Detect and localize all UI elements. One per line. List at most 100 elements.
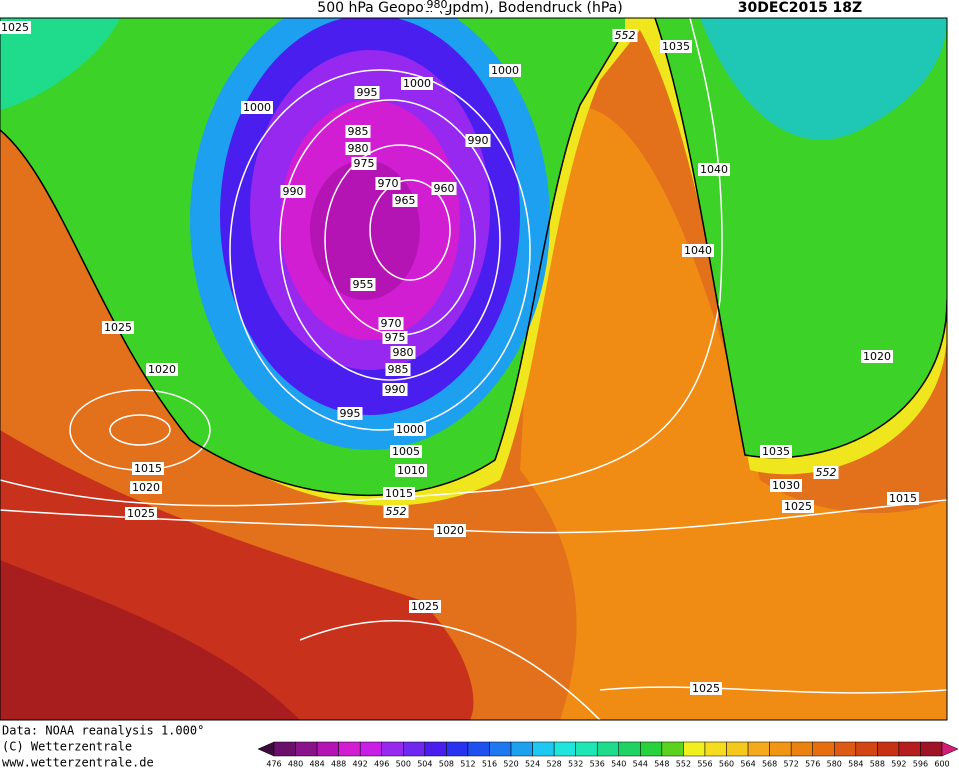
- isobar-label: 1025: [127, 507, 155, 520]
- colorbar-box: [359, 741, 382, 757]
- isobar-label: 1020: [863, 350, 891, 363]
- teal-region-west: [0, 18, 120, 110]
- isobar-label: 1020: [436, 524, 464, 537]
- isobar-label-box: [395, 464, 427, 477]
- footer-url: www.wetterzentrale.de: [2, 756, 154, 770]
- isobar-label-box: [401, 77, 433, 90]
- isobar-label-box: [434, 524, 466, 537]
- isobar-label-box: [351, 157, 377, 170]
- isobar-label: 1010: [397, 464, 425, 477]
- isobar-label: 1040: [684, 244, 712, 257]
- map-frame: [0, 17, 948, 721]
- isobar-label-box: [770, 479, 802, 492]
- isobar-label: 552: [386, 505, 407, 518]
- isobar-label-box: [465, 134, 491, 147]
- colorbar-box: [898, 741, 921, 757]
- isobar-label-box: [682, 244, 714, 257]
- colorbar-label: 492: [353, 760, 368, 769]
- isobar-label: 1000: [491, 64, 519, 77]
- isobar-label: 995: [357, 86, 378, 99]
- isobar-label: 990: [283, 185, 304, 198]
- isobar-label-box: [125, 507, 157, 520]
- isobar-label-box: [489, 64, 521, 77]
- isobar-label: 1035: [762, 445, 790, 458]
- colorbar-box: [295, 741, 318, 757]
- colorbar-label: 528: [546, 760, 561, 769]
- colorbar-box: [877, 741, 900, 757]
- colorbar-label: 584: [848, 760, 863, 769]
- isobar-label-box: [146, 363, 178, 376]
- isobar-label-box: [698, 163, 730, 176]
- colorbar-label: 504: [417, 760, 432, 769]
- colorbar-label: 536: [590, 760, 605, 769]
- isobar-label: 1000: [403, 77, 431, 90]
- colorbar-label: 564: [740, 760, 755, 769]
- date: 30DEC2015 18Z: [738, 0, 862, 16]
- isobar-label-box: [350, 278, 376, 291]
- isobar-label: 1005: [392, 445, 420, 458]
- isobar-label: 1025: [692, 682, 720, 695]
- isobar-label-box: [861, 350, 893, 363]
- colorbar-label: 508: [439, 760, 454, 769]
- colorbar-label: 560: [719, 760, 734, 769]
- isobar-label-box: [0, 21, 31, 34]
- isobar-label: 975: [354, 157, 375, 170]
- colorbar-box: [381, 741, 404, 757]
- isobar-label-box: [354, 86, 380, 99]
- colorbar-box: [834, 741, 857, 757]
- isobar-label: 975: [385, 331, 406, 344]
- colorbar-box: [316, 741, 339, 757]
- isobar-label: 1020: [148, 363, 176, 376]
- isobar-label: 990: [385, 383, 406, 396]
- isobar-label: 970: [381, 317, 402, 330]
- colorbar-box: [338, 741, 361, 757]
- isobar-label: 1025: [104, 321, 132, 334]
- isobar-label-box: [280, 185, 306, 198]
- colorbar-box: [704, 741, 727, 757]
- isobar-label-box: [612, 29, 638, 42]
- colorbar-box: [683, 741, 706, 757]
- colorbar-box: [273, 741, 296, 757]
- colorbar-box: [920, 741, 943, 757]
- isobar-label-box: [383, 487, 415, 500]
- colorbar-label: 520: [503, 760, 518, 769]
- colorbar-box: [661, 741, 684, 757]
- colorbar-box: [747, 741, 770, 757]
- isobar-label: 1030: [772, 479, 800, 492]
- colorbar-label: 572: [784, 760, 799, 769]
- isobar-label-box: [241, 101, 273, 114]
- colorbar-label: 484: [309, 760, 324, 769]
- colorbar-box: [596, 741, 620, 757]
- colorbar-box: [467, 741, 490, 757]
- colorbar-label: 600: [934, 760, 949, 769]
- isobar-label: 1020: [132, 481, 160, 494]
- isobar-label: 1040: [700, 163, 728, 176]
- isobar-label-box: [382, 331, 408, 344]
- isobar-label-box: [409, 600, 441, 613]
- colorbar-box: [489, 741, 512, 757]
- map: [0, 18, 947, 720]
- colorbar-box: [769, 741, 792, 757]
- isobar-label-box: [382, 383, 408, 396]
- colorbar-label: 540: [611, 760, 626, 769]
- colorbar-label: 512: [460, 760, 475, 769]
- isobar-label: 1000: [396, 423, 424, 436]
- isobar-label-box: [392, 194, 418, 207]
- isobar-label-box: [132, 462, 164, 475]
- colorbar-label: 580: [827, 760, 842, 769]
- colorbar-label: 544: [633, 760, 648, 769]
- footer-copyright: (C) Wetterzentrale: [2, 740, 132, 754]
- colorbar-box: [855, 741, 878, 757]
- isobar-label-box: [813, 466, 839, 479]
- colorbar-label: 552: [676, 760, 691, 769]
- colorbar-label: 588: [870, 760, 885, 769]
- colorbar-box: [790, 741, 813, 757]
- colorbar-label: 476: [266, 760, 281, 769]
- isobar-label: 990: [468, 134, 489, 147]
- isobar-label-box: [760, 445, 792, 458]
- isobar-label: 1025: [411, 600, 439, 613]
- teal-region: [700, 18, 947, 140]
- colorbar-label: 500: [396, 760, 411, 769]
- isobar-label: 1015: [385, 487, 413, 500]
